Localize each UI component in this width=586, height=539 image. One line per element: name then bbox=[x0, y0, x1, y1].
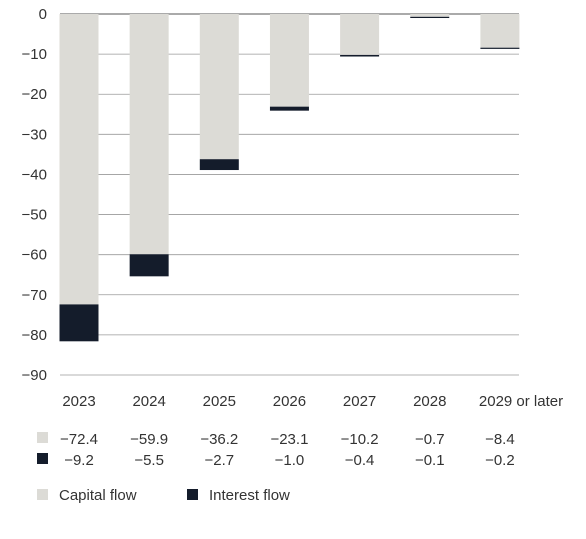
y-tick-label: −90 bbox=[22, 367, 47, 384]
capital-flow-value: −0.7 bbox=[415, 431, 445, 448]
y-tick-label: −70 bbox=[22, 287, 47, 304]
capital-flow-value: −36.2 bbox=[200, 431, 238, 448]
legend-capital-swatch bbox=[37, 489, 48, 500]
y-tick-label: 0 bbox=[39, 6, 47, 23]
y-tick-label: −30 bbox=[22, 126, 47, 143]
x-category-label: 2025 bbox=[203, 393, 236, 410]
interest-flow-swatch bbox=[37, 453, 48, 464]
y-tick-label: −10 bbox=[22, 46, 47, 63]
y-tick-label: −20 bbox=[22, 86, 47, 103]
interest-flow-bar bbox=[269, 106, 309, 111]
capital-flow-value: −72.4 bbox=[60, 431, 98, 448]
interest-flow-bar bbox=[59, 304, 99, 342]
y-axis-tick-labels: 0 −10 −20 −30 −40 −50 −60 −70 −80 −90 bbox=[22, 6, 47, 384]
y-tick-label: −50 bbox=[22, 207, 47, 224]
y-tick-label: −60 bbox=[22, 247, 47, 264]
x-axis-category-labels: 2023 2024 2025 2026 2027 2028 2029 or later bbox=[62, 393, 563, 410]
legend-capital-label: Capital flow bbox=[59, 487, 137, 504]
interest-flow-bar bbox=[129, 254, 169, 277]
interest-flow-bar bbox=[410, 16, 450, 19]
interest-flow-value: −1.0 bbox=[275, 452, 305, 469]
capital-flow-value: −10.2 bbox=[341, 431, 379, 448]
capital-flow-bar bbox=[199, 14, 239, 160]
interest-flow-value: −5.5 bbox=[134, 452, 164, 469]
x-category-label: 2024 bbox=[132, 393, 165, 410]
legend-interest-label: Interest flow bbox=[209, 487, 290, 504]
capital-flow-bar bbox=[129, 14, 169, 255]
capital-flow-bar bbox=[480, 14, 520, 48]
interest-flow-bar bbox=[480, 47, 520, 49]
capital-flow-bar bbox=[59, 14, 99, 305]
interest-flow-value: −0.1 bbox=[415, 452, 445, 469]
y-tick-label: −80 bbox=[22, 327, 47, 344]
x-category-label: 2023 bbox=[62, 393, 95, 410]
interest-flow-value: −2.7 bbox=[204, 452, 234, 469]
capital-flow-swatch bbox=[37, 432, 48, 443]
capital-flow-bar bbox=[340, 14, 380, 55]
x-category-label: 2029 or later bbox=[479, 393, 563, 410]
y-tick-label: −40 bbox=[22, 166, 47, 183]
interest-flow-bar bbox=[199, 159, 239, 171]
capital-flow-value: −8.4 bbox=[485, 431, 515, 448]
x-category-label: 2026 bbox=[273, 393, 306, 410]
legend: Capital flow Interest flow bbox=[37, 487, 290, 504]
interest-flow-value: −9.2 bbox=[64, 452, 94, 469]
capital-flow-value: −59.9 bbox=[130, 431, 168, 448]
legend-interest-swatch bbox=[187, 489, 198, 500]
x-category-label: 2027 bbox=[343, 393, 376, 410]
bars bbox=[59, 14, 520, 342]
capital-flow-bar bbox=[269, 14, 309, 107]
capital-flow-value: −23.1 bbox=[270, 431, 308, 448]
x-category-label: 2028 bbox=[413, 393, 446, 410]
interest-flow-value: −0.4 bbox=[345, 452, 375, 469]
capital-flow-bar bbox=[410, 14, 450, 17]
value-table: −72.4 −59.9 −36.2 −23.1 −10.2 −0.7 −8.4 −9.2 −5.… bbox=[37, 431, 515, 469]
interest-flow-bar bbox=[340, 54, 380, 57]
interest-flow-value: −0.2 bbox=[485, 452, 515, 469]
